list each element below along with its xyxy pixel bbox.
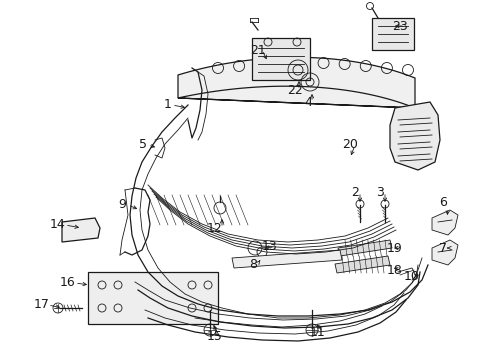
Text: 23: 23 xyxy=(392,19,408,32)
Bar xyxy=(88,272,218,324)
Text: 1: 1 xyxy=(164,99,172,112)
Text: 14: 14 xyxy=(50,219,66,231)
Text: 12: 12 xyxy=(207,221,223,234)
Text: 18: 18 xyxy=(387,264,403,276)
Polygon shape xyxy=(178,57,415,108)
Polygon shape xyxy=(62,218,100,242)
Text: 21: 21 xyxy=(250,44,266,57)
Text: 22: 22 xyxy=(287,84,303,96)
Polygon shape xyxy=(432,210,458,235)
Polygon shape xyxy=(232,250,342,268)
Text: 10: 10 xyxy=(404,270,420,283)
Text: 20: 20 xyxy=(342,139,358,152)
Polygon shape xyxy=(338,240,392,256)
Text: 9: 9 xyxy=(118,198,126,211)
Text: 19: 19 xyxy=(387,242,403,255)
Text: 7: 7 xyxy=(439,242,447,255)
Text: 15: 15 xyxy=(207,330,223,343)
Text: 8: 8 xyxy=(249,257,257,270)
Text: 17: 17 xyxy=(34,298,50,311)
Text: 13: 13 xyxy=(262,240,278,253)
Text: 11: 11 xyxy=(310,325,326,338)
Text: 16: 16 xyxy=(60,276,76,289)
Polygon shape xyxy=(432,240,458,265)
Text: 4: 4 xyxy=(304,95,312,108)
Text: 5: 5 xyxy=(139,139,147,152)
Bar xyxy=(252,38,310,80)
Text: 3: 3 xyxy=(376,185,384,198)
Polygon shape xyxy=(390,102,440,170)
Text: 6: 6 xyxy=(439,195,447,208)
Bar xyxy=(372,18,414,50)
Text: 2: 2 xyxy=(351,185,359,198)
Polygon shape xyxy=(335,256,390,273)
